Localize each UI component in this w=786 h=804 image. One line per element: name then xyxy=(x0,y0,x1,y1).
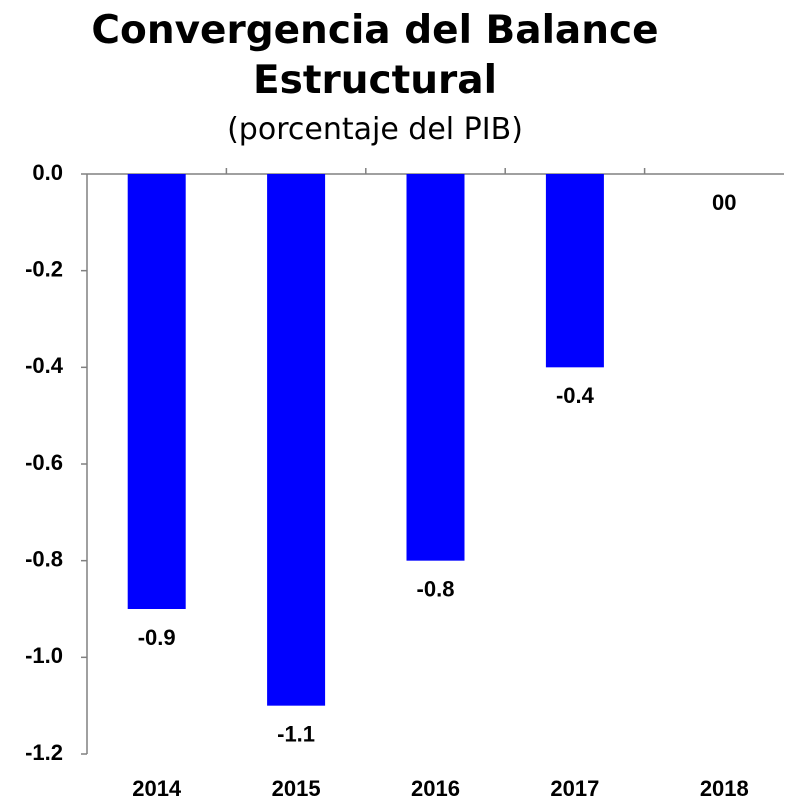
bar xyxy=(406,174,465,561)
data-label: 00 xyxy=(712,190,736,215)
x-tick-label: 2017 xyxy=(550,776,599,801)
data-label: -0.9 xyxy=(138,625,176,650)
y-tick-label: -0.2 xyxy=(25,256,63,281)
bar xyxy=(545,174,604,368)
chart-subtitle: (porcentaje del PIB) xyxy=(227,112,523,147)
x-tick-label: 2016 xyxy=(411,776,460,801)
y-tick-label: -1.0 xyxy=(25,643,63,668)
y-tick-label: -0.6 xyxy=(25,450,63,475)
x-tick-label: 2014 xyxy=(132,776,182,801)
data-label: -0.4 xyxy=(556,383,595,408)
data-label: -1.1 xyxy=(277,721,315,746)
y-tick-label: 0.0 xyxy=(32,160,63,185)
data-label: -0.8 xyxy=(417,576,455,601)
x-tick-label: 2018 xyxy=(700,776,749,801)
chart-title: Convergencia del Balance Estructural xyxy=(91,8,659,103)
bar xyxy=(127,174,186,609)
bar xyxy=(267,174,326,706)
y-tick-label: -0.8 xyxy=(25,546,63,571)
x-tick-label: 2015 xyxy=(272,776,321,801)
y-tick-label: -1.2 xyxy=(25,740,63,765)
y-tick-label: -0.4 xyxy=(25,353,64,378)
